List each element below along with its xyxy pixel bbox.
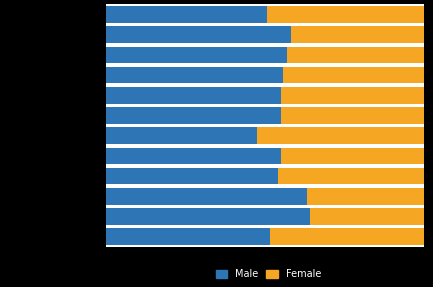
Bar [267,6,424,23]
Bar [281,87,424,104]
Bar [288,46,424,63]
Legend: Male, Female: Male, Female [216,269,321,279]
Bar [106,87,281,104]
Bar [106,26,291,43]
Bar [278,168,424,184]
Bar [106,46,288,63]
Bar [281,148,424,164]
Bar [106,127,257,144]
Bar [270,228,424,245]
Bar [106,67,283,83]
Bar [283,67,424,83]
Bar [106,107,281,124]
Bar [281,107,424,124]
Bar [310,208,424,225]
Bar [307,188,424,205]
Bar [106,148,281,164]
Bar [106,208,310,225]
Bar [291,26,424,43]
Bar [106,228,270,245]
Bar [257,127,424,144]
Bar [106,168,278,184]
Bar [106,188,307,205]
Bar [106,6,267,23]
